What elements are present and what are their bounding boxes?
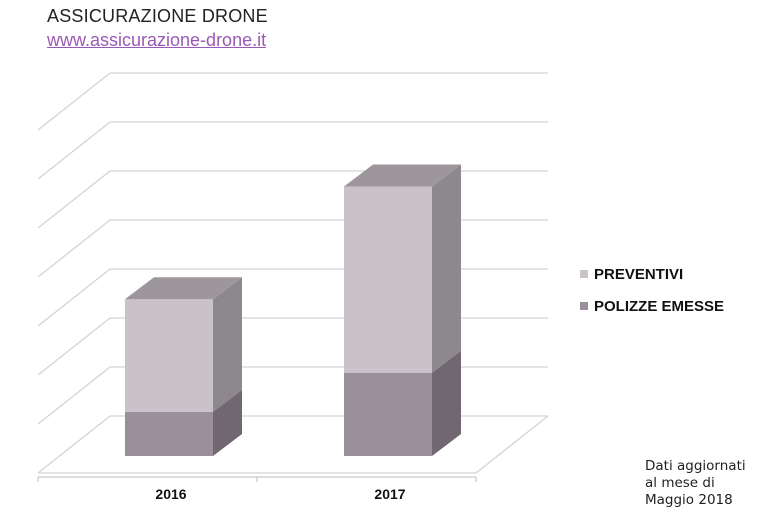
note-line-1: Dati aggiornati xyxy=(645,458,746,474)
note-line-3: Maggio 2018 xyxy=(645,492,733,508)
gridline-left-2 xyxy=(37,317,111,376)
bar-2016-preventivi xyxy=(125,299,213,412)
legend-label-preventivi: PREVENTIVI xyxy=(594,265,684,283)
note-line-2: al mese di xyxy=(645,475,715,491)
legend-swatch-polizze xyxy=(580,302,588,310)
legend-label-polizze: POLIZZE EMESSE xyxy=(594,297,725,315)
bar-side-2016-polizze xyxy=(213,389,242,456)
bar-side-2017-preventivi xyxy=(432,164,461,373)
floor-right-edge xyxy=(475,415,549,474)
legend: PREVENTIVI POLIZZE EMESSE xyxy=(580,258,724,322)
bar-top-2016 xyxy=(125,277,242,300)
bar-side-2016-preventivi xyxy=(213,277,242,412)
bar-2017-preventivi xyxy=(344,186,432,373)
chart-title: ASSICURAZIONE DRONE xyxy=(47,6,268,26)
website-link[interactable]: www.assicurazione-drone.it xyxy=(47,30,267,50)
bar-top-2017 xyxy=(344,164,461,187)
gridline-left-6 xyxy=(37,121,111,180)
legend-item-polizze: POLIZZE EMESSE xyxy=(580,290,724,322)
gridline-left-7 xyxy=(37,72,111,131)
bar-2016-polizze xyxy=(125,411,213,456)
gridline-left-5 xyxy=(37,170,111,229)
x-tick-label-2016: 2016 xyxy=(155,486,186,502)
legend-item-preventivi: PREVENTIVI xyxy=(580,258,724,290)
gridline-left-4 xyxy=(37,219,111,278)
bar-2017-polizze xyxy=(344,372,432,456)
legend-swatch-preventivi xyxy=(580,270,588,278)
gridline-left-0 xyxy=(37,415,111,474)
gridline-left-3 xyxy=(37,268,111,327)
gridline-left-1 xyxy=(37,366,111,425)
bar-side-2017-polizze xyxy=(432,350,461,456)
update-note: Dati aggiornati al mese di Maggio 2018 xyxy=(645,458,746,509)
x-tick-label-2017: 2017 xyxy=(374,486,405,502)
